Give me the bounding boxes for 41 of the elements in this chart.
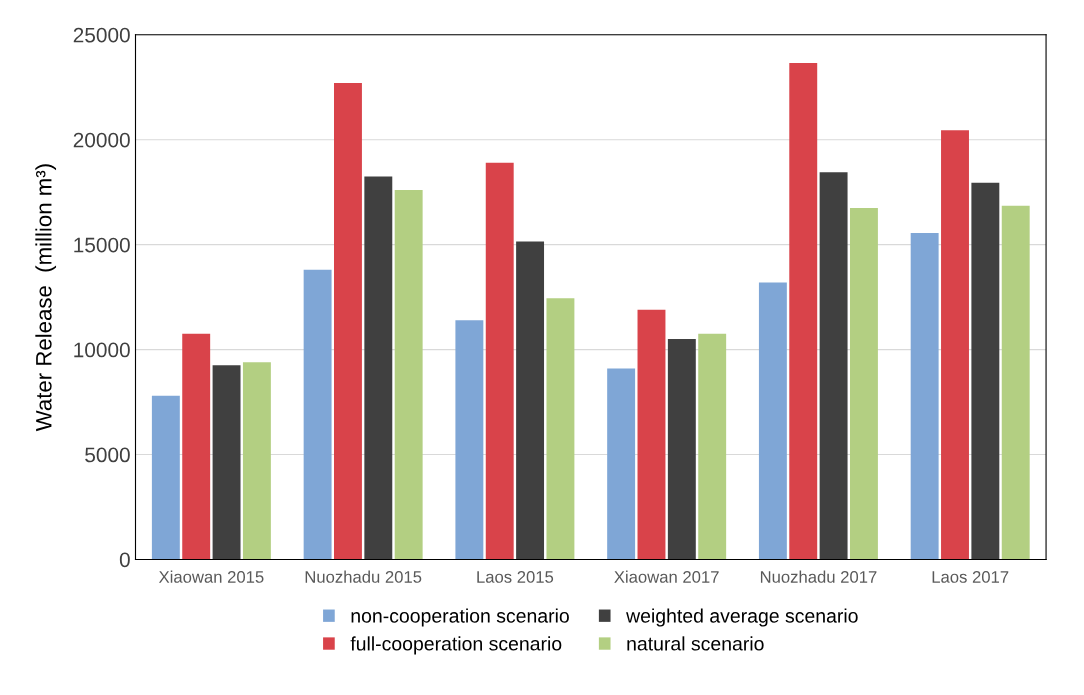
bar xyxy=(758,282,787,560)
legend-label: weighted average scenario xyxy=(626,608,858,627)
legend-label: natural scenario xyxy=(627,636,764,651)
legend-label: non-cooperation scenario xyxy=(351,608,569,627)
x-tick-label: Nuozhadu 2017 xyxy=(760,570,877,583)
bar xyxy=(516,241,545,560)
x-tick-label: Xiaowan 2017 xyxy=(614,570,719,583)
y-tick-label: 15000 xyxy=(74,237,130,253)
y-tick-label: 10000 xyxy=(74,342,130,358)
bar xyxy=(546,298,575,560)
x-tick-label: Nuozhadu 2015 xyxy=(305,570,422,583)
bar xyxy=(364,176,393,560)
bar xyxy=(910,233,939,560)
bar xyxy=(667,339,696,560)
x-tick-label: Laos 2015 xyxy=(477,571,554,583)
y-tick-label: 20000 xyxy=(73,132,130,148)
bar xyxy=(637,309,666,560)
bar xyxy=(485,162,514,560)
bar xyxy=(698,333,727,560)
bar xyxy=(455,320,484,560)
bar xyxy=(303,269,332,560)
bar xyxy=(334,83,362,560)
legend-label: full-cooperation scenario xyxy=(350,636,562,655)
bar xyxy=(607,368,636,560)
bar xyxy=(789,63,818,560)
bar xyxy=(242,362,271,560)
y-axis-title: Water Release (million m³) xyxy=(35,164,57,432)
bar xyxy=(151,395,180,560)
bar xyxy=(819,172,848,560)
bar xyxy=(182,333,211,560)
bar xyxy=(971,182,1000,560)
y-tick-label: 5000 xyxy=(85,447,130,463)
bar xyxy=(1001,205,1030,560)
y-tick-label: 25000 xyxy=(73,27,130,43)
x-tick-label: Laos 2017 xyxy=(932,571,1009,583)
bar xyxy=(941,130,969,560)
bar xyxy=(394,190,423,560)
bar xyxy=(849,207,878,560)
x-tick-label: Xiaowan 2015 xyxy=(158,570,264,583)
bar xyxy=(212,365,241,560)
y-tick-label: 0 xyxy=(119,552,130,568)
